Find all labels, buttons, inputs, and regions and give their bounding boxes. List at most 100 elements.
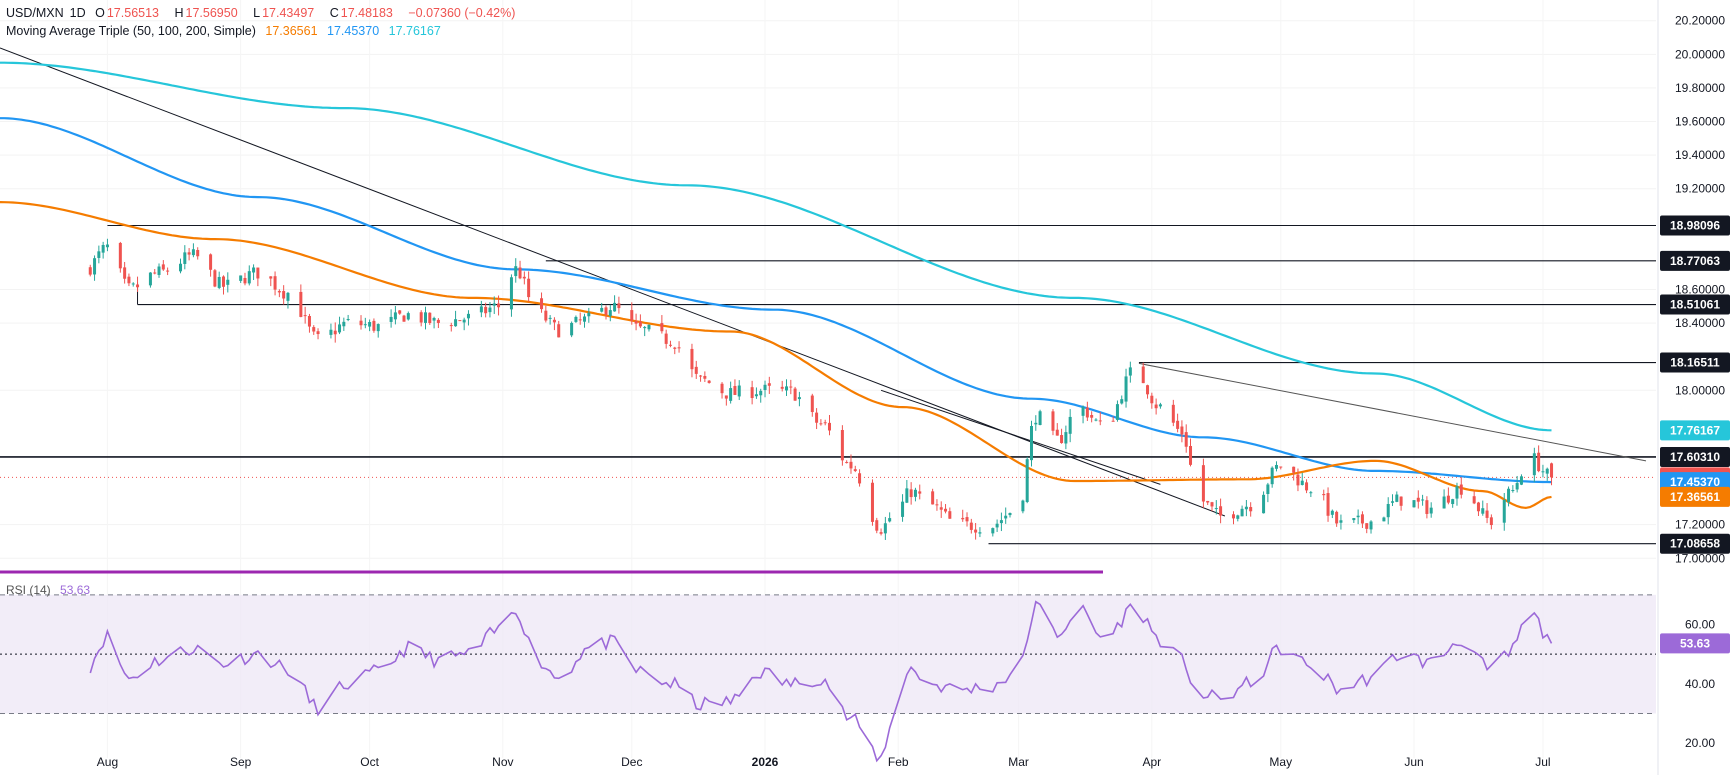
candle-body <box>1150 395 1154 404</box>
candles <box>88 238 1554 540</box>
ma50-value: 17.36561 <box>265 24 318 38</box>
candle-body <box>1421 499 1425 501</box>
candle-body <box>690 348 694 370</box>
time-tick-label: Feb <box>888 755 909 769</box>
candle-body <box>368 321 372 327</box>
trendlines <box>0 47 1647 574</box>
candle-body <box>1270 467 1274 485</box>
value-tag <box>1660 420 1730 441</box>
candle-body <box>858 473 862 484</box>
candle-body <box>333 330 337 335</box>
candle-body <box>759 390 763 396</box>
candle-body <box>136 284 140 288</box>
candle-body <box>316 331 320 335</box>
candle-body <box>1231 514 1235 519</box>
candle-body <box>548 317 552 319</box>
level-tag <box>1660 294 1730 315</box>
candle-body <box>1236 515 1240 519</box>
candle-body <box>423 312 427 323</box>
candle-body <box>338 324 342 333</box>
candle-body <box>303 315 307 317</box>
candle-body <box>1068 416 1072 434</box>
candle-body <box>1034 422 1038 425</box>
candle-body <box>1266 484 1270 495</box>
candle-body <box>346 318 350 320</box>
candle-body <box>901 501 905 517</box>
candle-body <box>1446 495 1450 503</box>
candle-body <box>243 277 247 284</box>
candle-body <box>570 322 574 336</box>
candle-body <box>1339 520 1343 523</box>
candle-body <box>1176 420 1180 429</box>
candle-body <box>359 320 363 326</box>
candle-body <box>1120 399 1124 404</box>
candle-body <box>1055 429 1059 436</box>
candle-body <box>522 276 526 279</box>
candle-body <box>677 347 681 349</box>
candle-body <box>1051 411 1055 431</box>
candle-body <box>97 251 101 258</box>
candle-body <box>1399 496 1403 506</box>
candle-body <box>191 249 195 256</box>
candle-body <box>492 303 496 306</box>
candle-body <box>999 520 1003 524</box>
candle-body <box>1541 471 1545 473</box>
price-tick-label: 18.00000 <box>1675 383 1725 397</box>
level-tag <box>1660 215 1730 236</box>
candle-body <box>660 323 664 332</box>
trendline-upper <box>1138 362 1647 462</box>
candle-body <box>1511 490 1515 492</box>
candle-body <box>148 272 152 286</box>
price-tick-label: 19.40000 <box>1675 148 1725 162</box>
candle-body <box>785 386 789 391</box>
candle-body <box>286 292 290 301</box>
candle-body <box>1240 508 1244 517</box>
candle-body <box>342 321 346 327</box>
candle-body <box>1274 464 1278 469</box>
candle-body <box>209 254 213 270</box>
candle-body <box>299 291 303 317</box>
level-tag-label: 17.08658 <box>1670 537 1720 551</box>
candle-body <box>118 242 122 269</box>
time-tick-label: 2026 <box>752 755 779 769</box>
candle-body <box>1008 512 1012 516</box>
candle-body <box>1128 367 1132 376</box>
level-tag-label: 18.16511 <box>1670 356 1720 370</box>
candle-body <box>1029 425 1033 461</box>
candle-body <box>604 307 608 315</box>
candle-body <box>1425 500 1429 514</box>
candle-body <box>552 319 556 323</box>
candle-body <box>252 267 256 273</box>
candle-body <box>1025 459 1029 502</box>
candle-body <box>509 277 513 310</box>
price-tick-label: 20.00000 <box>1675 47 1725 61</box>
candle-body <box>514 266 518 277</box>
candle-body <box>1532 453 1536 476</box>
candle-body <box>187 252 191 255</box>
ma100-value: 17.45370 <box>327 24 380 38</box>
candle-body <box>1060 435 1064 444</box>
candle-body <box>462 319 466 323</box>
rsi-legend: RSI (14) 53.63 <box>6 583 96 597</box>
value-tag-label: 17.45370 <box>1670 475 1720 489</box>
candle-body <box>428 312 432 323</box>
candle-body <box>1322 493 1326 496</box>
candle-body <box>793 388 797 401</box>
candle-body <box>1111 420 1115 422</box>
candle-body <box>1550 463 1554 478</box>
candle-body <box>587 312 591 317</box>
rsi-value-tag-label: 53.63 <box>1680 636 1710 650</box>
candle-body <box>221 276 225 287</box>
candle-body <box>376 324 380 332</box>
candle-body <box>1545 468 1549 474</box>
candle-body <box>398 310 402 314</box>
candle-body <box>1090 415 1094 418</box>
price-tick-label: 19.60000 <box>1675 115 1725 129</box>
candle-body <box>888 518 892 522</box>
candle-body <box>88 267 92 275</box>
candle-body <box>488 307 492 313</box>
level-tag <box>1660 250 1730 271</box>
time-tick-label: Mar <box>1008 755 1029 769</box>
candle-body <box>1352 518 1356 521</box>
